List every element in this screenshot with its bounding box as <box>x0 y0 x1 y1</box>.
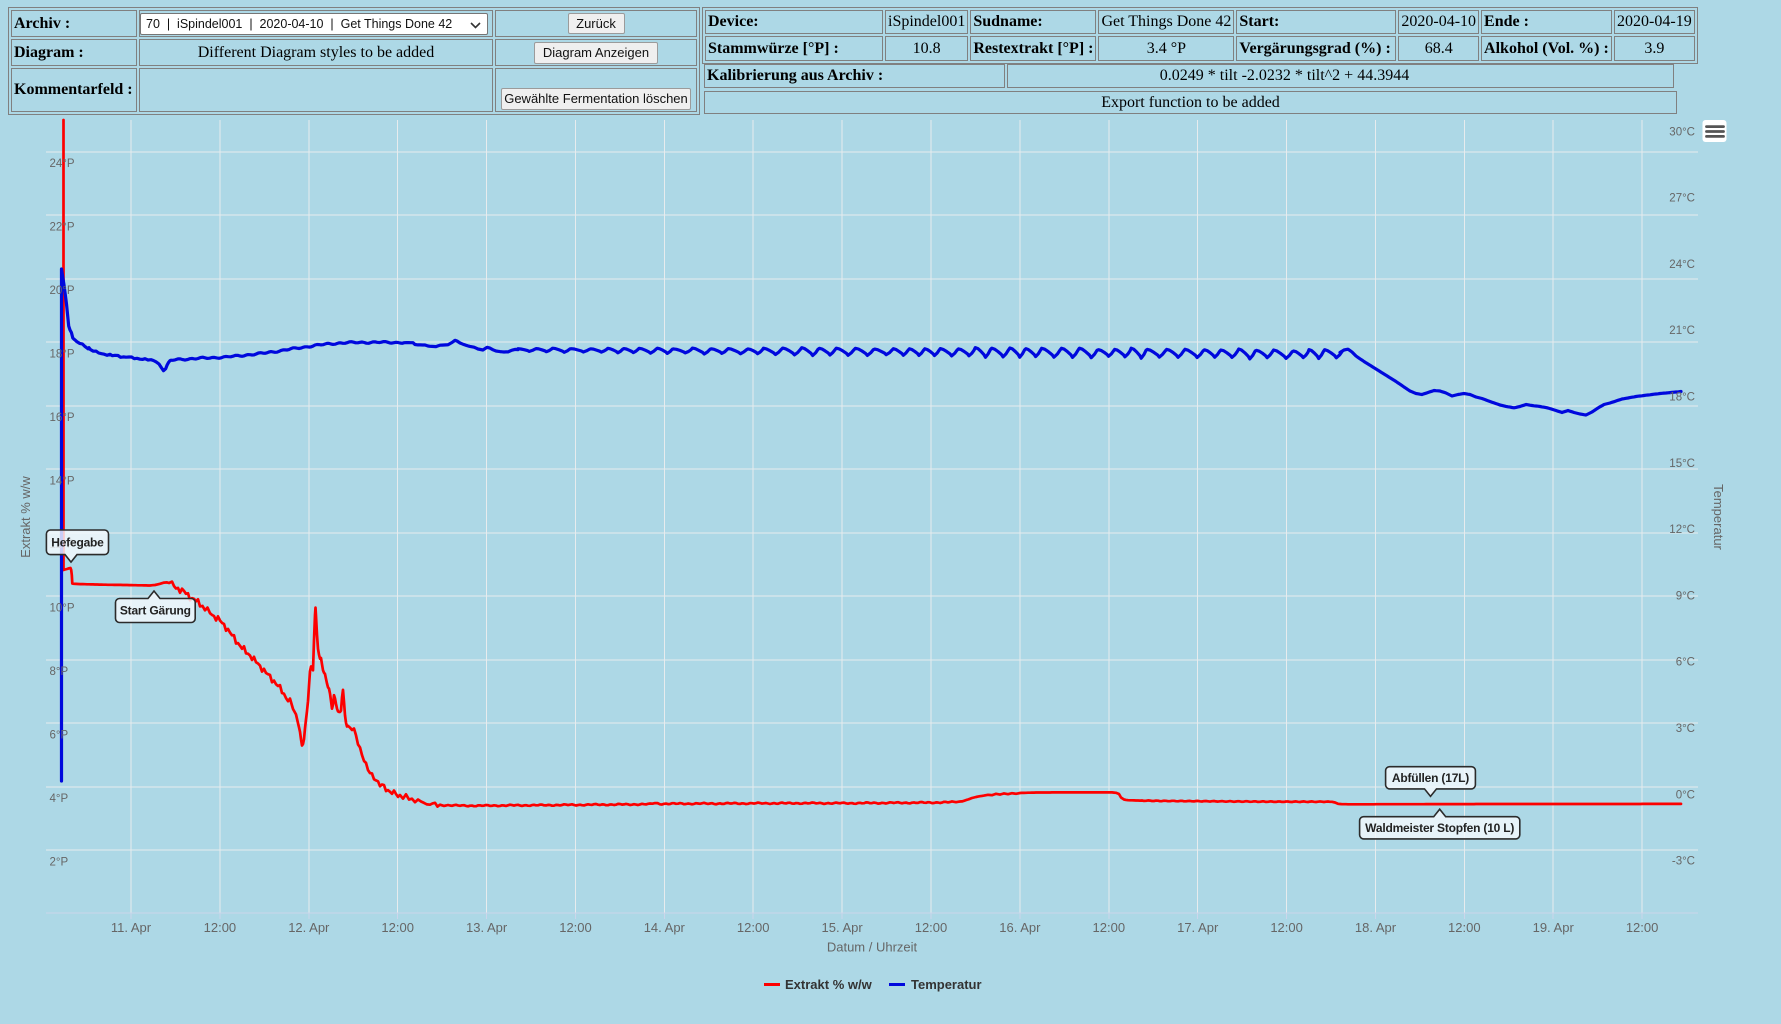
svg-text:10°P: 10°P <box>50 603 75 615</box>
svg-text:Hefegabe: Hefegabe <box>51 536 104 550</box>
svg-text:12. Apr: 12. Apr <box>288 920 330 935</box>
svg-text:12:00: 12:00 <box>737 920 770 935</box>
svg-text:-3°C: -3°C <box>1672 856 1695 868</box>
svg-text:11. Apr: 11. Apr <box>111 920 152 935</box>
svg-text:20°P: 20°P <box>50 285 75 297</box>
svg-text:24°P: 24°P <box>50 158 75 170</box>
svg-text:30°C: 30°C <box>1669 126 1695 138</box>
svg-text:24°C: 24°C <box>1669 259 1695 271</box>
svg-text:22°P: 22°P <box>50 222 75 234</box>
svg-text:6°C: 6°C <box>1676 657 1695 669</box>
svg-text:14. Apr: 14. Apr <box>644 920 686 935</box>
svg-text:Temperatur: Temperatur <box>911 977 982 992</box>
svg-text:16. Apr: 16. Apr <box>999 920 1041 935</box>
svg-text:14°P: 14°P <box>50 476 75 488</box>
svg-text:12:00: 12:00 <box>204 920 237 935</box>
svg-text:12:00: 12:00 <box>559 920 592 935</box>
svg-text:18. Apr: 18. Apr <box>1355 920 1397 935</box>
svg-text:12:00: 12:00 <box>1448 920 1481 935</box>
svg-text:21°C: 21°C <box>1669 325 1695 337</box>
svg-text:27°C: 27°C <box>1669 193 1695 205</box>
svg-text:15. Apr: 15. Apr <box>821 920 863 935</box>
svg-text:12°C: 12°C <box>1669 524 1695 536</box>
svg-text:Abfüllen (17L): Abfüllen (17L) <box>1392 771 1469 785</box>
svg-text:2°P: 2°P <box>50 857 69 869</box>
svg-text:12:00: 12:00 <box>1093 920 1126 935</box>
svg-text:Start Gärung: Start Gärung <box>120 604 191 618</box>
svg-text:19. Apr: 19. Apr <box>1533 920 1575 935</box>
svg-text:18°C: 18°C <box>1669 392 1695 404</box>
svg-text:12:00: 12:00 <box>381 920 414 935</box>
svg-text:15°C: 15°C <box>1669 458 1695 470</box>
svg-text:0°C: 0°C <box>1676 789 1695 801</box>
svg-text:Extrakt % w/w: Extrakt % w/w <box>785 977 873 992</box>
svg-text:Temperatur: Temperatur <box>1711 484 1726 550</box>
svg-text:13. Apr: 13. Apr <box>466 920 508 935</box>
svg-text:16°P: 16°P <box>50 412 75 424</box>
svg-text:4°P: 4°P <box>50 793 69 805</box>
svg-text:Datum / Uhrzeit: Datum / Uhrzeit <box>827 940 918 955</box>
svg-text:Waldmeister Stopfen (10 L): Waldmeister Stopfen (10 L) <box>1365 821 1514 835</box>
svg-text:18°P: 18°P <box>50 349 75 361</box>
svg-text:12:00: 12:00 <box>1270 920 1303 935</box>
svg-text:9°C: 9°C <box>1676 590 1695 602</box>
svg-text:Extrakt % w/w: Extrakt % w/w <box>18 476 33 558</box>
svg-text:3°C: 3°C <box>1676 723 1695 735</box>
svg-text:17. Apr: 17. Apr <box>1177 920 1219 935</box>
svg-text:12:00: 12:00 <box>1626 920 1659 935</box>
svg-text:8°P: 8°P <box>50 666 69 678</box>
svg-text:6°P: 6°P <box>50 730 69 742</box>
svg-text:12:00: 12:00 <box>915 920 948 935</box>
